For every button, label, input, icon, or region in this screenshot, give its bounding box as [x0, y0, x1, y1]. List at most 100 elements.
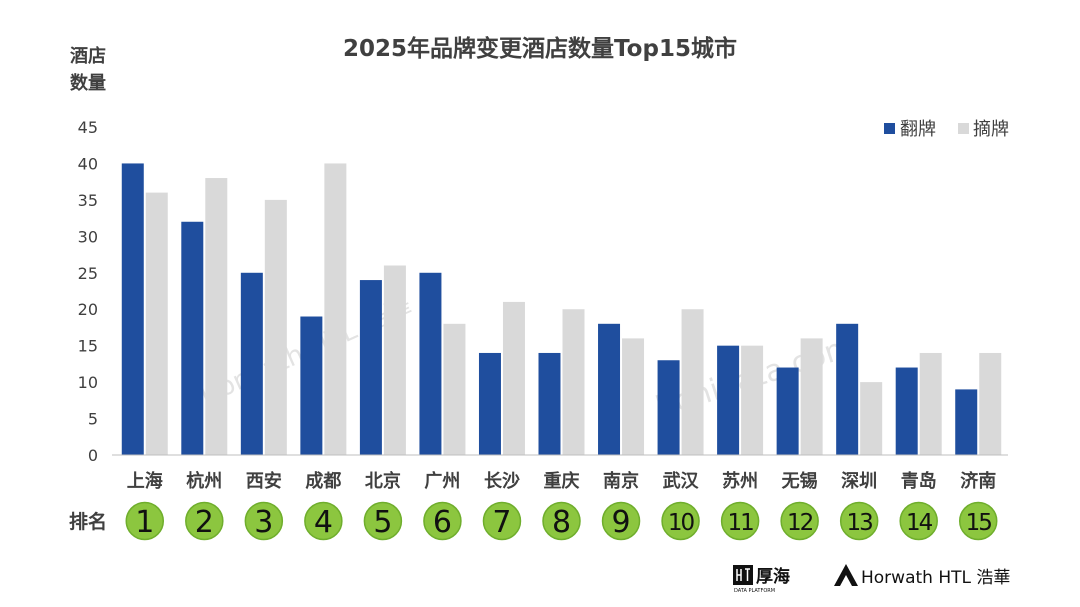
x-tick-label: 深圳	[841, 470, 877, 492]
rank-badge: 4	[304, 501, 343, 541]
y-tick-label: 40	[78, 154, 98, 173]
rank-badge-circle	[720, 501, 760, 541]
y-tick-label: 5	[88, 410, 98, 429]
y-tick-label: 30	[78, 227, 98, 246]
rank-badge-number: 11	[727, 510, 753, 536]
rank-badge: 14	[899, 501, 938, 541]
houhai-logo-mark	[736, 568, 750, 581]
bar-fanpai	[121, 163, 144, 455]
x-tick-label: 苏州	[722, 470, 758, 492]
bar-zhaipai	[562, 309, 585, 455]
rank-badge-number: 9	[611, 505, 630, 540]
x-tick-label: 无锡	[782, 470, 818, 492]
bar-fanpai	[717, 345, 740, 455]
legend-label-zhaipai: 摘牌	[973, 119, 1009, 140]
x-tick-label: 南京	[603, 470, 639, 492]
x-tick-label: 北京	[365, 470, 401, 492]
bar-zhaipai	[324, 163, 347, 455]
rank-badge-circle	[423, 501, 462, 541]
y-tick-label: 25	[78, 264, 98, 283]
chart-title: 2025年品牌变更酒店数量Top15城市	[343, 35, 737, 62]
bar-fanpai	[181, 221, 204, 455]
y-tick-label: 45	[78, 118, 98, 137]
rank-badge: 3	[244, 501, 284, 541]
y-tick-label: 35	[78, 191, 98, 210]
bar-zhaipai	[741, 345, 764, 455]
bar-zhaipai	[622, 338, 645, 455]
bar-zhaipai	[264, 199, 287, 455]
rank-badge-number: 13	[847, 510, 873, 536]
rank-badge-number: 7	[492, 505, 511, 540]
bar-zhaipai	[383, 265, 406, 455]
x-tick-label: 武汉	[663, 471, 700, 492]
bar-fanpai	[478, 352, 501, 455]
rank-badge: 10	[661, 501, 700, 541]
rank-badge: 9	[601, 501, 641, 541]
bar-fanpai	[419, 272, 442, 455]
bar-fanpai	[776, 367, 799, 455]
bar-fanpai	[598, 323, 621, 455]
rank-badge-circle	[899, 501, 938, 541]
bar-zhaipai	[145, 192, 168, 455]
rank-badge: 2	[185, 501, 224, 541]
bar-zhaipai	[919, 352, 942, 455]
rank-badge: 5	[363, 501, 403, 541]
rank-badge-number: 14	[906, 510, 933, 536]
y-tick-label: 15	[78, 337, 98, 356]
rank-badge-circle	[363, 501, 403, 541]
rank-badge: 7	[482, 501, 522, 541]
y-axis: 0 5 10 15 20 25 30 35 40 45	[78, 118, 98, 465]
bar-zhaipai	[860, 382, 883, 455]
bar-fanpai	[359, 280, 382, 455]
rank-badge: 11	[720, 501, 760, 541]
bar-fanpai	[657, 360, 680, 455]
x-tick-label: 成都	[305, 470, 341, 492]
horwath-logo-icon	[834, 564, 858, 586]
rank-badge-circle	[601, 501, 641, 541]
y-tick-label: 20	[78, 300, 98, 319]
legend-swatch-zhaipai	[958, 123, 969, 134]
y-tick-label: 10	[78, 373, 98, 392]
x-tick-label: 重庆	[544, 470, 580, 492]
footer-logo-horwath: Horwath HTL 浩華	[834, 564, 1010, 588]
rank-badge-number: 5	[373, 505, 392, 540]
rank-badge: 12	[780, 501, 819, 541]
rank-badge-number: 10	[668, 510, 695, 536]
rank-badge-circle	[958, 501, 998, 541]
rank-badge-circle	[185, 501, 224, 541]
x-axis-labels: 上海 杭州 西安 成都 北京 广州 长沙 重庆 南京 武汉 苏州 无锡 深圳 青岛 济南	[127, 470, 996, 492]
rank-badge-circle	[542, 501, 581, 541]
x-tick-label: 青岛	[901, 470, 937, 492]
bar-zhaipai	[979, 352, 1002, 455]
bar-fanpai	[240, 272, 263, 455]
footer-logo-houhai: 厚海 DATA PLATFORM	[733, 565, 790, 594]
houhai-logo-subtext: DATA PLATFORM	[734, 588, 775, 594]
bar-zhaipai	[443, 323, 466, 455]
rank-badge-circle	[839, 501, 879, 541]
bar-zhaipai	[205, 178, 228, 455]
legend: 翻牌 摘牌	[884, 119, 1009, 140]
bar-fanpai	[300, 316, 323, 455]
x-tick-label: 西安	[246, 470, 282, 492]
rank-badge-number: 12	[787, 510, 813, 536]
bar-zhaipai	[800, 338, 823, 455]
y-axis-label-line2: 数量	[70, 72, 106, 94]
bars	[121, 163, 1002, 455]
legend-swatch-fanpai	[884, 123, 895, 134]
rank-badge-number: 3	[254, 505, 273, 540]
bar-zhaipai	[502, 301, 525, 455]
legend-label-fanpai: 翻牌	[900, 119, 936, 140]
x-tick-label: 济南	[960, 470, 996, 492]
houhai-logo-text: 厚海	[756, 566, 790, 587]
rank-badge: 1	[125, 501, 165, 541]
rank-badge-number: 8	[552, 505, 571, 540]
bar-fanpai	[538, 352, 561, 455]
rank-badge-circle	[244, 501, 284, 541]
rank-badge: 6	[423, 501, 462, 541]
houhai-logo-icon	[733, 565, 753, 585]
x-tick-label: 广州	[424, 470, 460, 492]
rank-badge: 15	[958, 501, 998, 541]
bar-fanpai	[895, 367, 918, 455]
bar-fanpai	[955, 389, 978, 455]
